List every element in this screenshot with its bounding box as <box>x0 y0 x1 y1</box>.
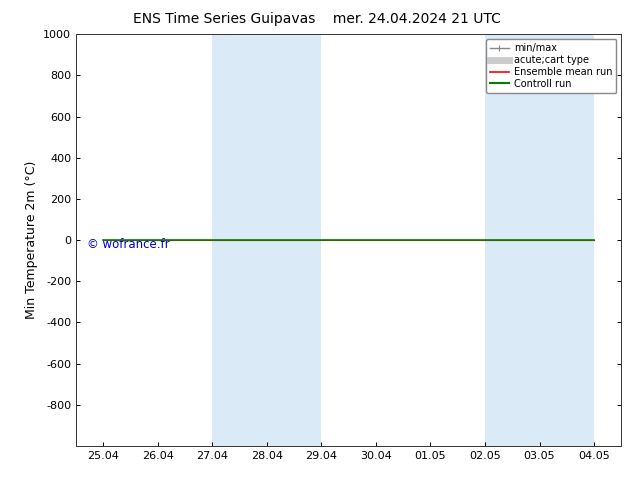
Bar <box>267 34 321 446</box>
Text: ENS Time Series Guipavas    mer. 24.04.2024 21 UTC: ENS Time Series Guipavas mer. 24.04.2024… <box>133 12 501 26</box>
Bar <box>485 34 540 446</box>
Legend: min/max, acute;cart type, Ensemble mean run, Controll run: min/max, acute;cart type, Ensemble mean … <box>486 39 616 93</box>
Bar <box>212 34 267 446</box>
Y-axis label: Min Temperature 2m (°C): Min Temperature 2m (°C) <box>25 161 37 319</box>
Bar <box>540 34 594 446</box>
Text: © wofrance.fr: © wofrance.fr <box>87 238 170 251</box>
